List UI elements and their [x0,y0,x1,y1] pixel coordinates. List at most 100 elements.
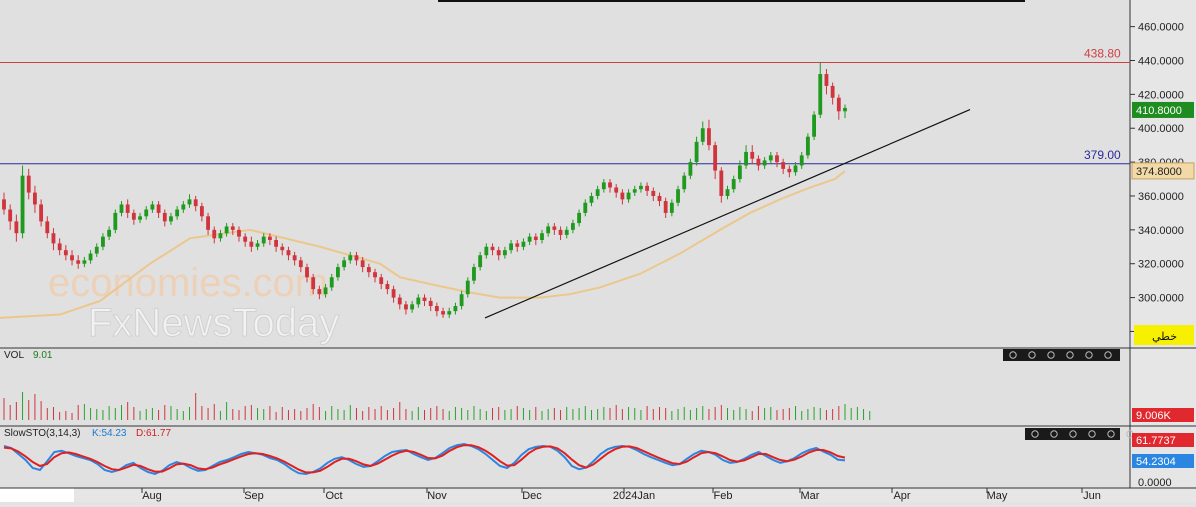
stoch-k-line [3,442,846,476]
stoch-d-tag [1132,433,1194,447]
candle-body [280,246,285,251]
volume-toolbar [1003,349,1120,361]
price-panel-bg [0,0,1130,348]
candle-body [472,267,476,281]
candle-body [818,74,823,115]
volume-panel-bg [0,348,1130,425]
move-up-icon[interactable] [1047,351,1055,359]
candle-body [546,226,551,234]
stoch-zero-label: 0.0000 [1138,477,1172,489]
candle-body [107,229,112,237]
candle-body [212,229,217,239]
candle-body [756,158,761,166]
candle-body [156,204,161,213]
candle-body [441,311,445,315]
move-down-icon[interactable] [1088,430,1096,438]
support-label: 379.00 [1084,148,1121,162]
candle-body [274,240,279,247]
stoch-d-line [3,444,846,474]
candle-body [657,195,662,202]
candle-body [20,175,25,234]
settings-icon[interactable] [1085,351,1093,359]
candle-body [552,226,557,230]
candle-body [311,277,316,290]
candle-body [101,236,105,247]
price-axis-bg [1130,0,1196,502]
candle-body [379,277,384,285]
move-up-icon[interactable] [1069,430,1077,438]
candle-body [218,233,223,239]
close-icon[interactable] [1009,351,1017,359]
candle-body [694,141,699,163]
volume-title: VOL [4,350,24,361]
candle-body [843,107,847,112]
time-axis-label: Sep [244,490,264,502]
candle-body [558,229,563,235]
candle-body [527,236,532,242]
candle-body [676,189,680,203]
candle-body [707,128,711,146]
ma-value-tag [1131,162,1195,180]
candle-body [595,189,600,196]
close-icon[interactable] [1031,430,1039,438]
candle-body [614,187,619,193]
help-icon[interactable] [1104,351,1112,359]
candle-body [230,226,235,230]
candle-body [82,260,87,264]
candle-body [14,221,19,234]
candle-body [651,190,656,196]
candle-body [459,294,464,307]
candle-body [478,255,483,268]
trendline[interactable] [484,109,971,319]
candle-body [206,216,210,230]
stoch-k-tag [1132,454,1194,468]
restore-icon[interactable] [1050,430,1058,438]
candle-body [261,236,266,244]
candle-body [76,260,81,264]
candle-body [39,204,44,222]
candle-body [428,300,433,307]
move-down-icon[interactable] [1066,351,1074,359]
candle-body [700,128,705,142]
candle-body [187,199,192,205]
watermark-fxnewstoday: FxNewsToday [88,301,339,345]
candle-body [781,162,786,169]
candle-body [57,243,62,251]
line-tag-box[interactable] [1134,325,1194,345]
candle-body [317,289,322,295]
candle-body [175,209,180,217]
time-axis-label: Jun [1083,490,1101,502]
candle-body [391,289,396,298]
settings-icon[interactable] [1107,430,1115,438]
last-price-label: 410.8000 [1136,105,1182,117]
candle-body [113,212,118,230]
candle-body [762,160,767,166]
candle-body [373,272,377,278]
restore-icon[interactable] [1028,351,1036,359]
candle-body [836,97,841,112]
stoch-k-label: K:54.23 [92,428,127,439]
candle-body [292,255,297,261]
candle-body [731,179,736,190]
candle-body [521,241,526,247]
candle-body [570,223,575,230]
candle-body [453,306,458,312]
candle-body [119,204,124,213]
candle-body [812,114,816,137]
price-tick-label: 360.0000 [1138,191,1184,203]
candle-body [348,255,353,261]
candle-body [669,202,674,213]
candle-body [150,204,155,210]
volume-tag-label: 9.006K [1136,410,1172,422]
candle-body [305,267,309,278]
candle-body [626,192,631,200]
candle-body [725,189,730,196]
stoch-title: SlowSTO(3,14,3) [4,428,81,439]
resistance-label: 438.80 [1084,47,1121,61]
candle-body [434,306,439,312]
candle-body [410,304,415,310]
price-tick-label: 320.0000 [1138,259,1184,271]
candle-body [577,212,582,224]
time-axis-label: Mar [801,490,820,502]
